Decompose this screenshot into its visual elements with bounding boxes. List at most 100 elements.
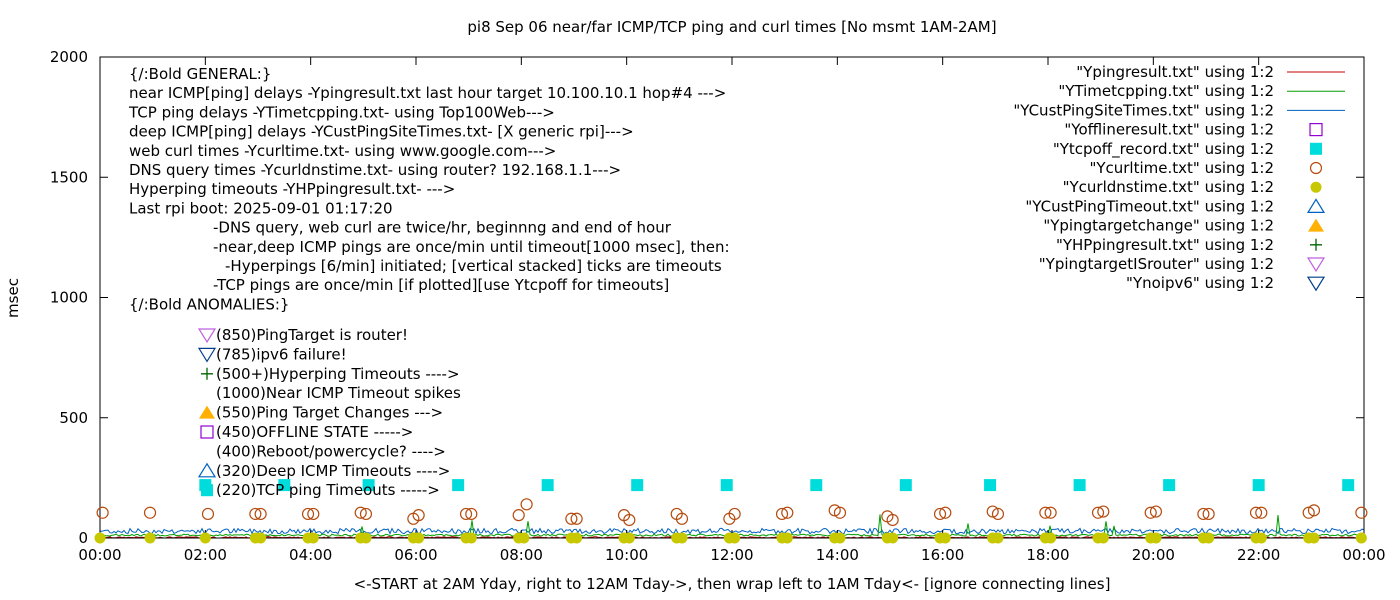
series-1-point — [143, 506, 157, 519]
series-2-point — [518, 532, 530, 544]
series-2-point — [571, 532, 583, 544]
series-1-point — [623, 513, 636, 527]
anomaly-line: (450)OFFLINE STATE -----> — [216, 423, 413, 441]
annotation-line: -TCP pings are once/min [if plotted][use… — [213, 276, 669, 294]
series-1-point — [1302, 506, 1315, 519]
legend-entry-label: "Ypingtargetchange" using 1:2 — [1043, 217, 1274, 235]
anomaly-marker — [200, 425, 214, 439]
series-1-point — [833, 506, 847, 519]
anomaly-line: (785)ipv6 failure! — [216, 345, 347, 363]
series-0-point — [1073, 479, 1086, 492]
series-1-point — [675, 512, 689, 525]
series-2-point — [623, 532, 635, 544]
annotation-line: near ICMP[ping] delays -Ypingresult.txt … — [129, 84, 726, 102]
series-0-point — [1163, 479, 1176, 492]
anomaly-marker — [201, 484, 213, 497]
series-1-point — [512, 509, 525, 522]
x-tick-label: 08:00 — [500, 546, 543, 564]
series-1-point — [459, 507, 473, 521]
series-2-point — [1045, 532, 1057, 544]
series-1-point — [520, 498, 533, 511]
annotation-line: Hyperping timeouts -YHPpingresult.txt- -… — [129, 180, 455, 198]
series-1-point — [465, 507, 478, 521]
anomaly-line: (850)PingTarget is router! — [216, 326, 408, 344]
x-tick-label: 22:00 — [1237, 546, 1280, 564]
series-1-point — [1149, 505, 1163, 518]
plot-area: 0 500 1000 1500 2000 00:00 02:00 04:00 06:00 08:0… — [50, 48, 1386, 564]
x-tick-label: 06:00 — [394, 546, 437, 564]
series-2-point — [94, 532, 106, 544]
legend-entry-label: "Ypingresult.txt" using 1:2 — [1076, 63, 1274, 81]
legend-marker-swatch — [1310, 238, 1322, 251]
series-1-point — [412, 509, 425, 522]
series-0-point — [1252, 479, 1265, 492]
annotation-line: -Hyperpings [6/min] initiated; [vertical… — [225, 257, 722, 275]
series-1-point — [991, 507, 1005, 521]
series-2-point — [887, 532, 899, 544]
series-1-point — [1144, 506, 1157, 519]
anomaly-line: (220)TCP ping Timeouts -----> — [216, 481, 440, 499]
annotation-line: -DNS query, web curl are twice/hr, begin… — [213, 219, 672, 237]
series-0-point — [1342, 479, 1355, 492]
legend-entry-label: "Ycurldnstime.txt" using 1:2 — [1063, 178, 1274, 196]
anomaly-marker — [199, 405, 215, 419]
series-2-point — [676, 532, 688, 544]
series-1-point — [1097, 505, 1110, 518]
series-0-point — [631, 479, 644, 492]
series-1-point — [1039, 506, 1052, 519]
series-1-point — [1307, 504, 1321, 517]
series-1-point — [775, 507, 789, 521]
x-tick-label: 12:00 — [710, 546, 753, 564]
series-2-point — [729, 532, 741, 544]
legend-marker-swatch — [1306, 257, 1326, 273]
legend-entry-label: "Ycurltime.txt" using 1:2 — [1089, 159, 1274, 177]
series-1-point — [307, 507, 320, 521]
anomaly-marker — [197, 347, 217, 363]
annotation-line: Last rpi boot: 2025-09-01 01:17:20 — [129, 199, 393, 217]
series-0-point — [720, 479, 733, 492]
annotation-line: {/:Bold GENERAL:} — [129, 65, 271, 83]
legend-entry-label: "YpingtargetISrouter" using 1:2 — [1039, 255, 1274, 273]
series-1-point — [1249, 506, 1263, 519]
series-1-point — [1044, 506, 1057, 519]
x-tick-label: 20:00 — [1132, 546, 1175, 564]
series-2-point — [1150, 532, 1162, 544]
anomaly-marker — [197, 462, 217, 478]
series-0-point — [810, 479, 823, 492]
legend-entry-label: "YCustPingSiteTimes.txt" using 1:2 — [1013, 101, 1274, 119]
legend-entry-label: "YHPpingresult.txt" using 1:2 — [1056, 236, 1274, 254]
x-tick-label: 10:00 — [605, 546, 648, 564]
y-tick-label: 1000 — [50, 289, 88, 307]
y-tick-label: 2000 — [50, 48, 88, 66]
legend-entry-label: "YCustPingTimeout.txt" using 1:2 — [1025, 197, 1274, 215]
anomaly-line: (400)Reboot/powercycle? ----> — [216, 442, 446, 460]
chart-title: pi8 Sep 06 near/far ICMP/TCP ping and cu… — [467, 18, 996, 36]
series-2-point — [360, 532, 372, 544]
anomaly-line: (320)Deep ICMP Timeouts ----> — [216, 462, 450, 480]
series-1-point — [939, 506, 952, 519]
legend-entry-label: "Ytcpoff_record.txt" using 1:2 — [1053, 140, 1274, 159]
series-0-point — [984, 479, 997, 492]
series-2-point — [781, 532, 793, 544]
series-0-point — [362, 479, 375, 492]
x-axis-label: <-START at 2AM Yday, right to 12AM Tday-… — [354, 575, 1111, 593]
annotation-line: deep ICMP[ping] delays -YCustPingSiteTim… — [129, 123, 634, 141]
legend-marker-swatch — [1306, 198, 1326, 213]
anomaly-marker — [197, 328, 217, 344]
annotation-line: DNS query times -Ycurldnstime.txt- using… — [129, 161, 621, 179]
legend-entry-label: "Ynoipv6" using 1:2 — [1126, 274, 1274, 292]
series-0-point — [541, 479, 554, 492]
legend-marker-swatch — [1306, 276, 1326, 292]
legend-marker-swatch — [1309, 161, 1323, 175]
series-1-point — [96, 506, 109, 519]
series-1-point — [354, 506, 367, 519]
series-2-point — [1355, 532, 1367, 544]
anomaly-line: (550)Ping Target Changes ---> — [216, 404, 443, 422]
series-1-point — [570, 512, 583, 525]
series-2-point — [199, 532, 211, 544]
series-0-point — [452, 479, 465, 492]
series-2-point — [413, 532, 425, 544]
series-1-point — [986, 505, 999, 518]
y-axis-label: msec — [4, 278, 22, 318]
series-2-point — [1097, 532, 1109, 544]
